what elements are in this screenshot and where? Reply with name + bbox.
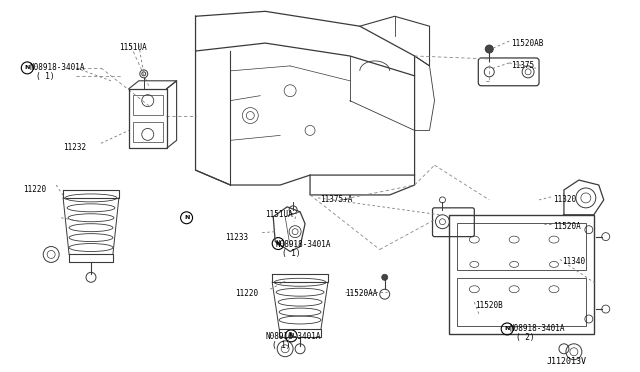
Text: 11232: 11232	[63, 143, 86, 152]
Text: ( 1): ( 1)	[282, 248, 301, 257]
Text: N: N	[289, 333, 294, 339]
Text: N: N	[24, 65, 30, 70]
Text: 11233: 11233	[225, 232, 248, 242]
Text: 11520B: 11520B	[476, 301, 503, 310]
Text: ( 2): ( 2)	[516, 333, 534, 342]
Text: 1151UA: 1151UA	[265, 210, 293, 219]
Text: N08918-3401A: N08918-3401A	[275, 240, 331, 248]
Text: N08918-3401A: N08918-3401A	[29, 63, 84, 72]
Text: N: N	[504, 326, 510, 331]
Text: 11375+A: 11375+A	[320, 195, 353, 204]
Text: J112013V: J112013V	[547, 357, 587, 366]
Text: N: N	[275, 241, 281, 246]
Text: 11320: 11320	[553, 195, 576, 204]
Text: 11220: 11220	[23, 185, 47, 194]
Bar	[458, 223, 586, 270]
Text: 11520AB: 11520AB	[511, 39, 543, 48]
Bar	[449, 215, 594, 334]
Text: ( 1): ( 1)	[36, 72, 55, 81]
Text: 11220: 11220	[236, 289, 259, 298]
Text: ( 1): ( 1)	[272, 341, 291, 350]
Circle shape	[381, 274, 388, 280]
Bar	[458, 278, 586, 326]
Circle shape	[485, 45, 493, 53]
Bar	[133, 95, 163, 115]
Text: 1151UA: 1151UA	[119, 43, 147, 52]
Text: 11340: 11340	[562, 257, 585, 266]
Bar	[133, 122, 163, 142]
Text: 11375: 11375	[511, 61, 534, 70]
Text: N: N	[184, 215, 189, 220]
Text: 11520A: 11520A	[553, 222, 580, 231]
Text: N08918-3401A: N08918-3401A	[509, 324, 564, 333]
Text: N08918-3401A: N08918-3401A	[265, 332, 321, 341]
Text: 11520AA: 11520AA	[345, 289, 377, 298]
